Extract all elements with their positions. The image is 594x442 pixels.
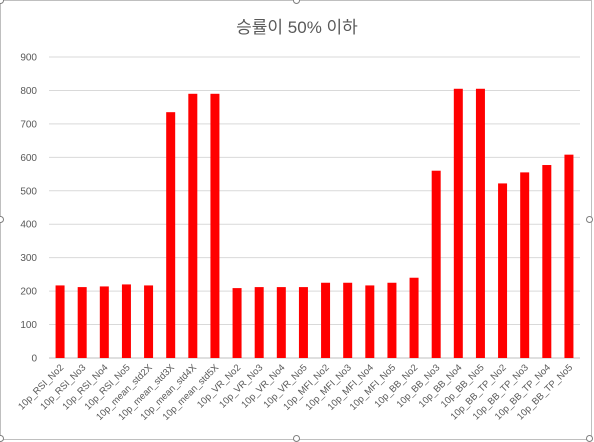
chart-title: 승률이 50% 이하 xyxy=(236,18,358,37)
bar[interactable] xyxy=(431,170,441,358)
bar[interactable] xyxy=(144,285,154,358)
bar[interactable] xyxy=(232,288,242,358)
bar[interactable] xyxy=(254,287,264,358)
resize-handle-bottom-center[interactable] xyxy=(293,435,300,442)
y-tick-label: 800 xyxy=(20,86,37,97)
resize-handle-top-center[interactable] xyxy=(293,0,300,4)
bar[interactable] xyxy=(520,172,530,358)
y-tick-label: 600 xyxy=(20,153,37,164)
y-tick-label: 900 xyxy=(20,53,37,64)
y-tick-label: 200 xyxy=(20,287,37,298)
bar[interactable] xyxy=(475,88,485,359)
bar[interactable] xyxy=(409,277,419,358)
bar[interactable] xyxy=(343,282,353,358)
bar[interactable] xyxy=(498,183,508,358)
y-tick-label: 500 xyxy=(20,186,37,197)
bar[interactable] xyxy=(166,112,176,358)
bar[interactable] xyxy=(564,154,574,358)
bar[interactable] xyxy=(298,287,308,358)
y-tick-label: 300 xyxy=(20,253,37,264)
y-tick-label: 100 xyxy=(20,320,37,331)
bar[interactable] xyxy=(387,282,397,358)
y-tick-label: 400 xyxy=(20,220,37,231)
bar[interactable] xyxy=(99,286,109,358)
resize-handle-middle-right[interactable] xyxy=(586,216,593,223)
y-tick-label: 0 xyxy=(31,354,37,365)
resize-handle-top-left[interactable] xyxy=(0,0,4,4)
bar[interactable] xyxy=(121,284,131,358)
bar[interactable] xyxy=(188,93,198,359)
y-tick-label: 700 xyxy=(20,119,37,130)
bar[interactable] xyxy=(321,282,331,358)
bar[interactable] xyxy=(77,287,87,358)
resize-handle-bottom-right[interactable] xyxy=(586,435,593,442)
bar[interactable] xyxy=(365,285,375,358)
bar[interactable] xyxy=(542,165,552,358)
bar[interactable] xyxy=(210,93,220,359)
bar[interactable] xyxy=(453,88,463,359)
bar[interactable] xyxy=(55,285,65,358)
bar[interactable] xyxy=(276,287,286,358)
resize-handle-middle-left[interactable] xyxy=(0,216,4,223)
